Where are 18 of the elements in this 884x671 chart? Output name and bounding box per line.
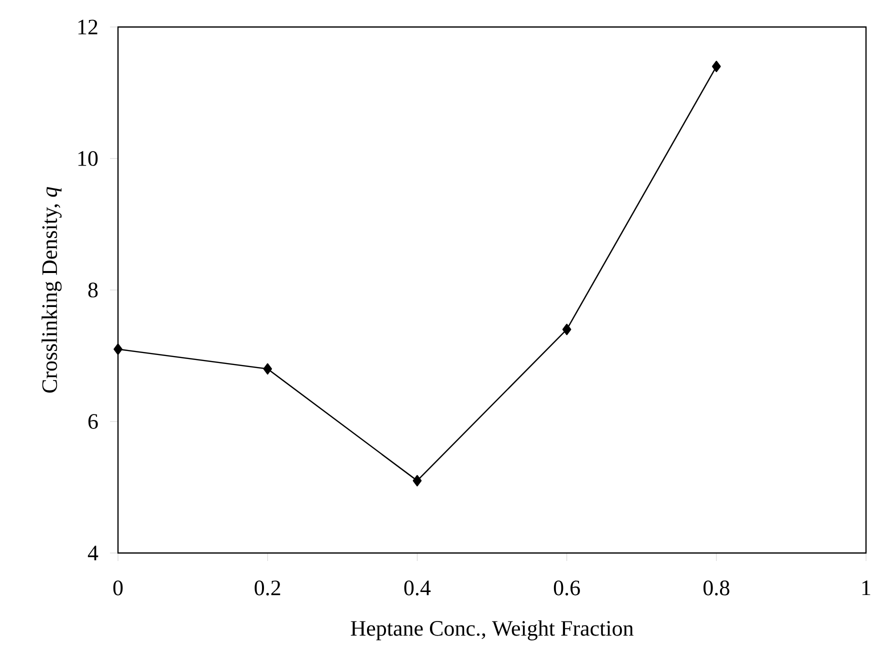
point: [263, 363, 272, 375]
x-tick-label: 0.4: [404, 580, 431, 596]
y-tick-label: 12: [78, 20, 98, 34]
x-tick-label: 1: [862, 580, 870, 596]
point: [562, 324, 572, 336]
y-axis-title: Crosslinking Density, q: [42, 187, 62, 393]
x-tick-label: 0.2: [254, 580, 280, 596]
x-tick-label: 0.8: [704, 580, 730, 596]
x-axis-title: Heptane Conc., Weight Fraction: [350, 620, 634, 640]
x-tick-label: 0.6: [554, 580, 580, 596]
y-tick-label: 8: [88, 282, 98, 298]
x-tick-label: 0: [113, 580, 123, 596]
point: [712, 60, 721, 72]
point: [114, 344, 122, 355]
y-tick-label: 4: [88, 546, 98, 560]
y-tick-label: 10: [78, 151, 98, 166]
point: [412, 475, 422, 486]
y-tick-label: 6: [88, 414, 98, 429]
